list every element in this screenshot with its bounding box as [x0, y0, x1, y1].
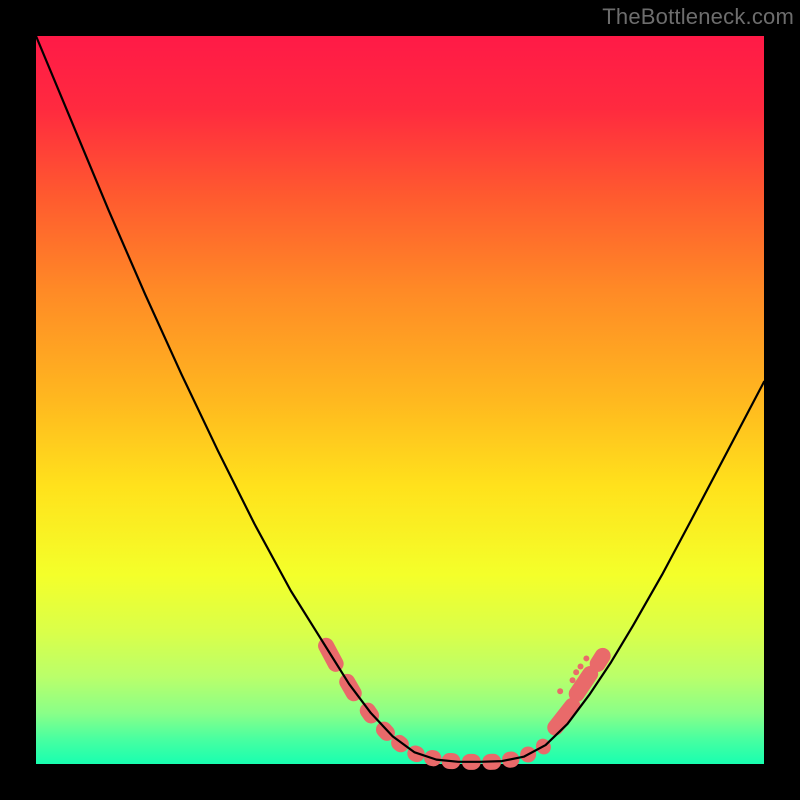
watermark-text: TheBottleneck.com: [602, 4, 794, 30]
plot-background: [36, 36, 764, 764]
chart-container: [0, 0, 800, 800]
bottleneck-chart-svg: [0, 0, 800, 800]
